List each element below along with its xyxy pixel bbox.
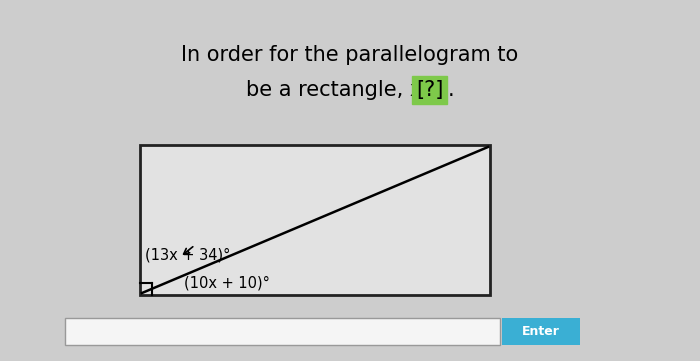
Text: be a rectangle, x =: be a rectangle, x = [246,80,453,100]
Bar [140,145,490,295]
Bar [502,318,580,345]
Text: .: . [448,80,454,100]
Text: (10x + 10)°: (10x + 10)° [184,275,270,291]
Text: In order for the parallelogram to: In order for the parallelogram to [181,45,519,65]
Bar [65,318,500,345]
Text: (13x + 34)°: (13x + 34)° [145,248,230,262]
Text: Enter: Enter [522,325,560,338]
Text: [?]: [?] [416,80,443,100]
